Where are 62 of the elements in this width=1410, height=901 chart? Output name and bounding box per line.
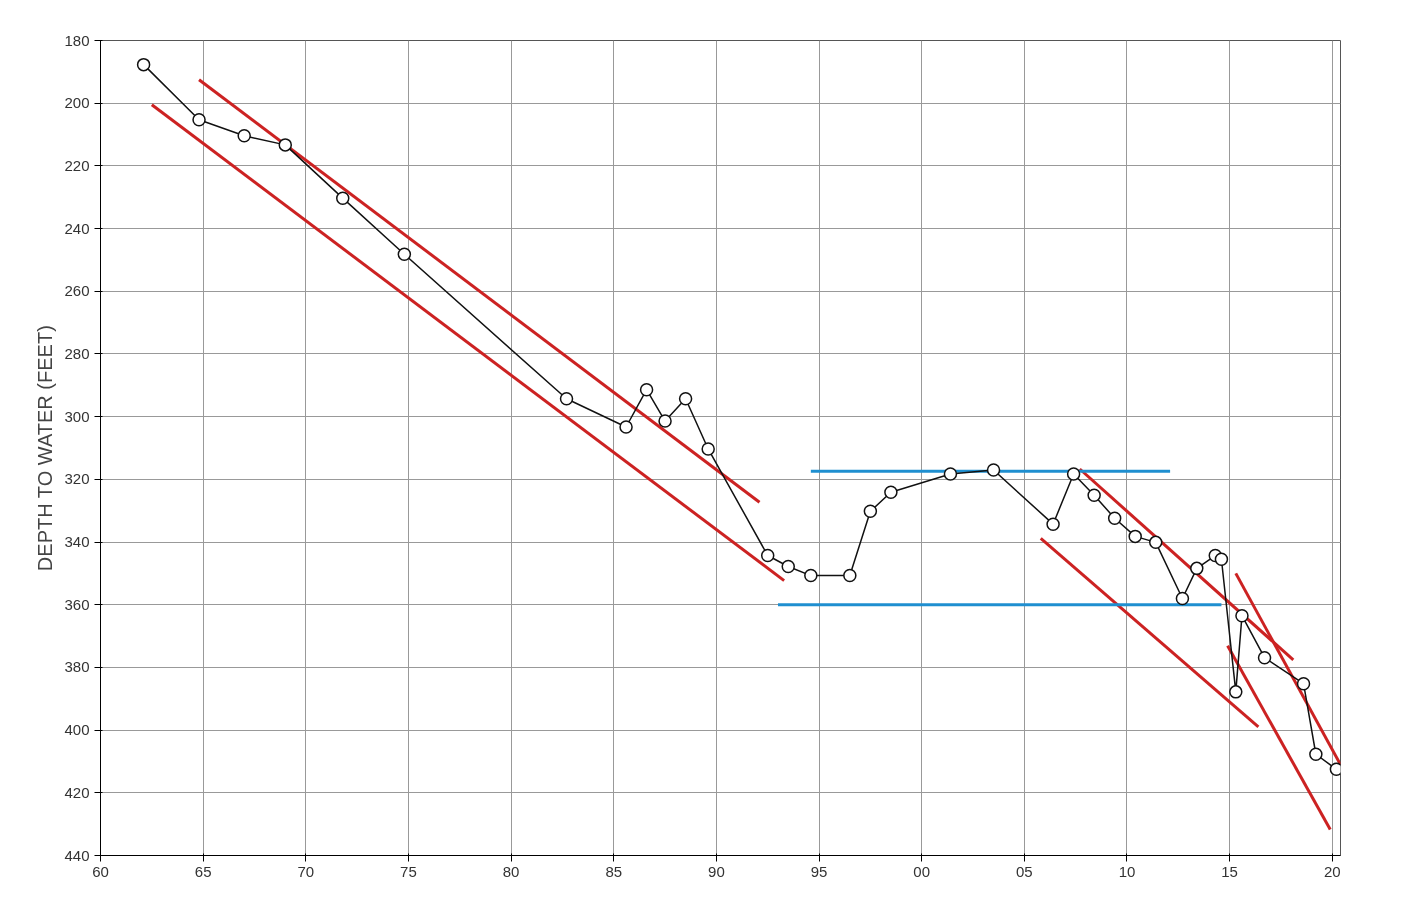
point [1257,650,1272,665]
x-tick-label: 90 [708,862,725,880]
x-tick-label: 65 [194,862,212,880]
point [136,57,151,72]
point [397,247,412,262]
point [1128,529,1142,544]
point [781,559,795,574]
x-tick-label: 95 [810,862,828,880]
point [986,463,1001,477]
point [943,467,958,481]
x-tick-label: 75 [400,862,417,880]
point [559,392,574,406]
point [658,414,672,428]
y-tick-label: 180 [64,31,90,49]
point [237,129,251,143]
x-tick-label: 15 [1221,862,1238,880]
y-tick-label: 200 [64,94,90,112]
y-tick-label: 340 [64,533,90,551]
x-tick-label: 05 [1016,862,1033,880]
point [1148,535,1163,550]
point [760,548,775,563]
point [678,392,693,406]
y-tick-label: 380 [64,658,90,676]
x-tick-label: 60 [92,862,109,880]
point [884,485,898,499]
point [863,504,878,519]
point [1235,608,1249,623]
x-tick-label: 70 [297,862,315,880]
point [1296,676,1311,691]
point [1229,685,1243,699]
y-tick-label: 400 [64,721,90,739]
point [278,138,293,152]
x-tick-label: 20 [1323,862,1341,880]
point [843,568,857,583]
y-tick-label: 280 [64,344,90,362]
point [336,191,350,205]
point [1066,467,1081,481]
point [804,568,818,583]
y-tick-label: 320 [64,470,90,488]
point [1309,747,1323,761]
point [1107,511,1122,525]
point [1087,488,1101,503]
y-tick-label: 220 [64,156,90,174]
y-tick-label: 240 [64,219,90,237]
point [639,382,654,397]
x-tick-label: 80 [502,862,520,880]
x-tick-label: 00 [913,862,931,880]
y-tick-label: 300 [64,407,90,425]
point [1175,591,1190,606]
x-tick-label: 85 [605,862,623,880]
y-tick-label: 360 [64,595,90,613]
point [701,442,715,456]
y-tick-label: 440 [64,846,90,864]
y-tick-label: 420 [64,783,90,801]
y-axis-title: DEPTH TO WATER (FEET) [34,325,57,572]
point [1214,552,1229,567]
x-tick-label: 10 [1118,862,1136,880]
y-tick-label: 260 [64,282,90,300]
point [619,420,633,434]
point [1190,561,1204,576]
point [192,113,206,127]
point [1046,517,1060,531]
